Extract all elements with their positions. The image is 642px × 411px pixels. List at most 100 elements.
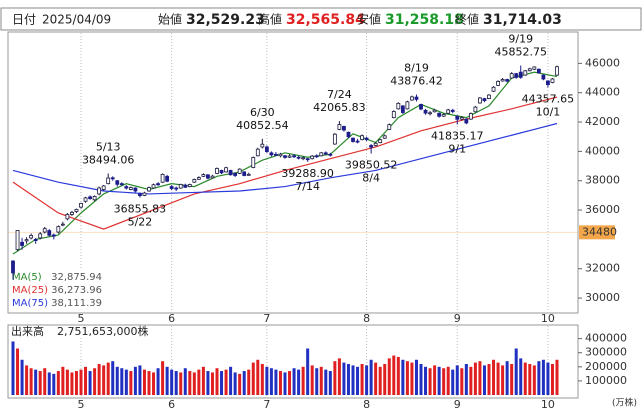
annotation-date: 9/19	[508, 33, 533, 46]
volume-bar	[84, 366, 88, 395]
open: 32,529.23	[186, 12, 265, 28]
volume-bar	[487, 364, 491, 395]
x-tick-label: 10	[541, 312, 555, 325]
candle-body	[224, 167, 228, 173]
candle-body	[314, 155, 319, 158]
volume-bar	[242, 371, 246, 395]
candle-body	[88, 196, 92, 200]
candle-body	[201, 174, 206, 177]
volume-bar	[11, 341, 15, 395]
volume-bar	[410, 362, 414, 395]
volume-bar	[501, 365, 505, 395]
volume-bar	[79, 369, 83, 395]
volume-bar	[156, 368, 160, 395]
candle-body	[428, 112, 432, 115]
volume-bar	[179, 372, 183, 395]
volume-bar	[414, 359, 418, 395]
reference-label-bg	[579, 225, 615, 240]
volume-bar	[550, 364, 554, 395]
volume-y-tick-label: 200000	[585, 360, 627, 373]
candle-body	[251, 157, 256, 168]
volume-bar	[124, 369, 128, 395]
volume-bar	[319, 366, 323, 395]
y-tick-label: 32000	[585, 262, 620, 275]
candle-body	[97, 187, 102, 195]
volume-title-bg	[9, 326, 139, 338]
candle-body	[419, 104, 423, 110]
volume-bar	[201, 366, 205, 395]
volume-bar	[106, 362, 110, 395]
x-tick-label: 9	[454, 312, 461, 325]
candle-body	[260, 143, 265, 148]
x-tick-label: 8	[363, 312, 370, 325]
volume-bar	[129, 371, 133, 395]
volume-bar	[315, 368, 319, 395]
volume-bar	[16, 348, 20, 395]
volume-bar	[301, 366, 305, 395]
candle-body	[92, 196, 97, 201]
candle-body	[373, 142, 378, 146]
annotation-value: 44357.65	[522, 92, 575, 105]
volume-bar	[292, 368, 296, 395]
candle-body	[446, 109, 451, 114]
volume-y-tick-label: 100000	[585, 374, 627, 387]
volume-bar	[396, 356, 400, 395]
candle-body	[156, 183, 160, 186]
legend-label: MA(5)	[12, 272, 42, 283]
volume-bar	[510, 364, 514, 395]
annotation-value: 43876.42	[390, 75, 443, 88]
volume-unit: (万株)	[612, 397, 637, 409]
ma-line	[12, 71, 558, 255]
volume-bar	[442, 368, 446, 395]
candle-body	[346, 131, 351, 138]
candle-body	[169, 186, 174, 189]
candle-body	[305, 158, 310, 161]
candle-body	[147, 187, 151, 192]
annotation-value: 41835.17	[431, 129, 484, 142]
y-tick-label: 38000	[585, 174, 620, 187]
candle-body	[65, 213, 70, 220]
candle-body	[228, 170, 233, 176]
candle-body	[496, 81, 500, 86]
y-tick-label: 46000	[585, 56, 620, 69]
candle-body	[292, 155, 296, 158]
volume-bar	[424, 366, 428, 395]
volume-bar	[365, 365, 369, 395]
x-tick-label: 6	[168, 398, 175, 411]
candle-body	[319, 152, 324, 157]
candle-body	[432, 109, 437, 113]
candle-body	[278, 153, 283, 157]
volume-bar	[514, 348, 518, 395]
volume-bar	[469, 366, 473, 395]
candle-body	[541, 74, 546, 80]
volume-bar	[93, 368, 97, 395]
volume-bar	[206, 371, 210, 395]
volume-bar	[473, 362, 477, 395]
volume-bar	[147, 371, 151, 395]
candle-body	[332, 133, 337, 145]
low: 31,258.18	[385, 12, 464, 28]
volume-bar	[383, 364, 387, 395]
annotation-date: 8/4	[362, 172, 380, 185]
candle-body	[509, 73, 514, 79]
volume-bar	[482, 365, 486, 395]
legend-label: MA(25)	[12, 285, 48, 296]
volume-bar	[34, 369, 38, 395]
candle-body	[514, 73, 519, 78]
candle-body	[196, 177, 201, 180]
candle-body	[287, 155, 292, 158]
ma-line	[12, 122, 558, 195]
legend-label: MA(75)	[12, 298, 48, 309]
candle-body	[527, 68, 532, 72]
candle-body	[536, 68, 541, 74]
header-bar	[0, 7, 642, 31]
x-tick-label: 8	[363, 398, 370, 411]
annotation-date: 7/24	[327, 88, 352, 101]
volume-bar	[433, 365, 437, 395]
price-panel	[7, 31, 579, 314]
candle-body	[187, 184, 192, 187]
candle-body	[128, 187, 133, 190]
candle-body	[342, 126, 346, 131]
candle-body	[555, 66, 559, 76]
